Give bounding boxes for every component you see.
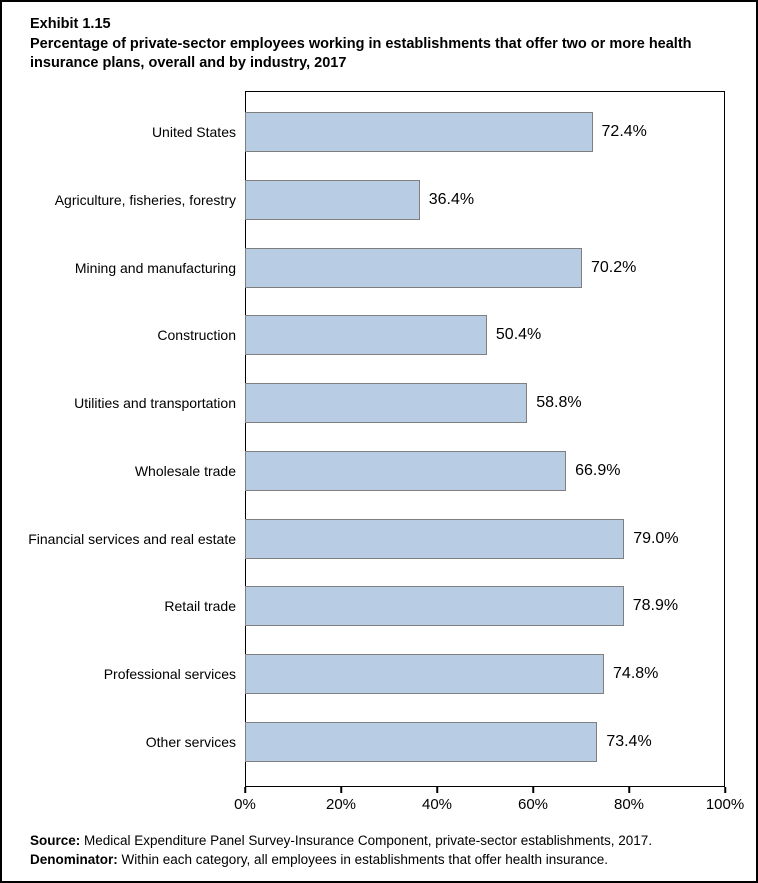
x-tick-label: 0% — [234, 796, 256, 813]
x-tick-label: 60% — [517, 796, 549, 813]
value-label: 73.4% — [606, 733, 652, 751]
x-tick-label: 80% — [613, 796, 645, 813]
bar — [245, 247, 582, 288]
value-label: 72.4% — [601, 123, 647, 140]
x-tick-mark — [436, 787, 438, 793]
source-label: Source: — [30, 833, 81, 848]
x-tick-label: 40% — [421, 796, 453, 813]
footnotes: Source: Medical Expenditure Panel Survey… — [30, 831, 652, 869]
bar — [245, 518, 625, 559]
bar — [245, 450, 567, 491]
category-label: Utilities and transportation — [74, 395, 236, 412]
category-label: Mining and manufacturing — [74, 259, 236, 276]
category-label: Financial services and real estate — [28, 530, 236, 547]
category-label: Agriculture, fisheries, forestry — [54, 191, 236, 208]
chart-title: Percentage of private-sector employees w… — [30, 35, 692, 72]
bar — [245, 654, 605, 695]
exhibit-number: Exhibit 1.15 — [30, 16, 111, 32]
value-label: 66.9% — [575, 461, 621, 479]
title-block: Exhibit 1.15 Percentage of private-secto… — [30, 15, 706, 74]
bar — [245, 179, 420, 220]
value-label: 74.8% — [613, 665, 659, 683]
x-tick-label: 100% — [705, 796, 745, 813]
bar — [245, 722, 598, 763]
x-tick-label: 20% — [325, 796, 357, 813]
value-label: 36.4% — [428, 190, 475, 208]
denominator-label: Denominator: — [30, 852, 118, 867]
category-label: Wholesale trade — [134, 462, 236, 479]
source-note: Source: Medical Expenditure Panel Survey… — [30, 831, 652, 850]
category-label: Retail trade — [164, 598, 236, 615]
x-tick-mark — [628, 787, 630, 793]
bar — [245, 383, 528, 424]
bar — [245, 112, 593, 152]
x-tick-mark — [532, 787, 534, 793]
x-tick-mark — [244, 787, 246, 793]
value-label: 50.4% — [495, 326, 542, 344]
category-label: Other services — [145, 734, 236, 751]
value-label: 79.0% — [633, 529, 679, 547]
category-label: United States — [151, 124, 236, 140]
value-label: 78.9% — [632, 597, 679, 615]
value-label: 70.2% — [590, 258, 637, 276]
bar — [245, 586, 624, 627]
x-tick-mark — [340, 787, 342, 793]
bar — [245, 315, 487, 356]
denominator-note: Denominator: Within each category, all e… — [30, 850, 652, 869]
category-label: Professional services — [103, 666, 236, 683]
source-text: Medical Expenditure Panel Survey-Insuran… — [80, 833, 653, 848]
category-label: Construction — [157, 327, 236, 344]
x-tick-mark — [724, 787, 726, 793]
denominator-text: Within each category, all employees in e… — [117, 852, 609, 867]
value-label: 58.8% — [536, 394, 582, 412]
